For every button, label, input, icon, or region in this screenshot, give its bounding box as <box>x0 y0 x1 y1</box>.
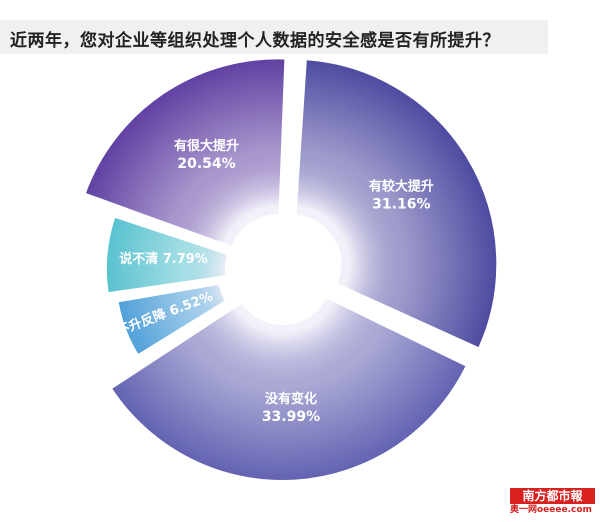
chart-title: 近两年，您对企业等组织处理个人数据的安全感是否有所提升？ <box>10 31 500 51</box>
title-bar <box>0 20 548 54</box>
slice-label-unclear: 说不清 7.79% <box>119 251 208 267</box>
slice-great-improvement <box>83 57 287 249</box>
slice-label-name: 没有变化 <box>265 391 317 407</box>
slice-label-name: 有较大提升 <box>369 179 434 195</box>
slice-label-value: 33.99% <box>262 409 320 425</box>
slice-label-value: 31.16% <box>372 197 430 213</box>
slice-unclear <box>104 215 230 295</box>
logo-main-text: 南方都市報 <box>510 488 595 504</box>
slice-label-name: 有很大提升 <box>174 138 239 154</box>
newspaper-logo: 南方都市報 奥一网oeeee.com <box>510 488 595 518</box>
slice-no-change <box>109 295 469 482</box>
slice-label-value: 20.54% <box>177 156 235 172</box>
slice-decreased <box>116 282 228 357</box>
logo-sub-text: 奥一网oeeee.com <box>510 505 592 515</box>
slice-significant-improvement <box>294 58 499 350</box>
